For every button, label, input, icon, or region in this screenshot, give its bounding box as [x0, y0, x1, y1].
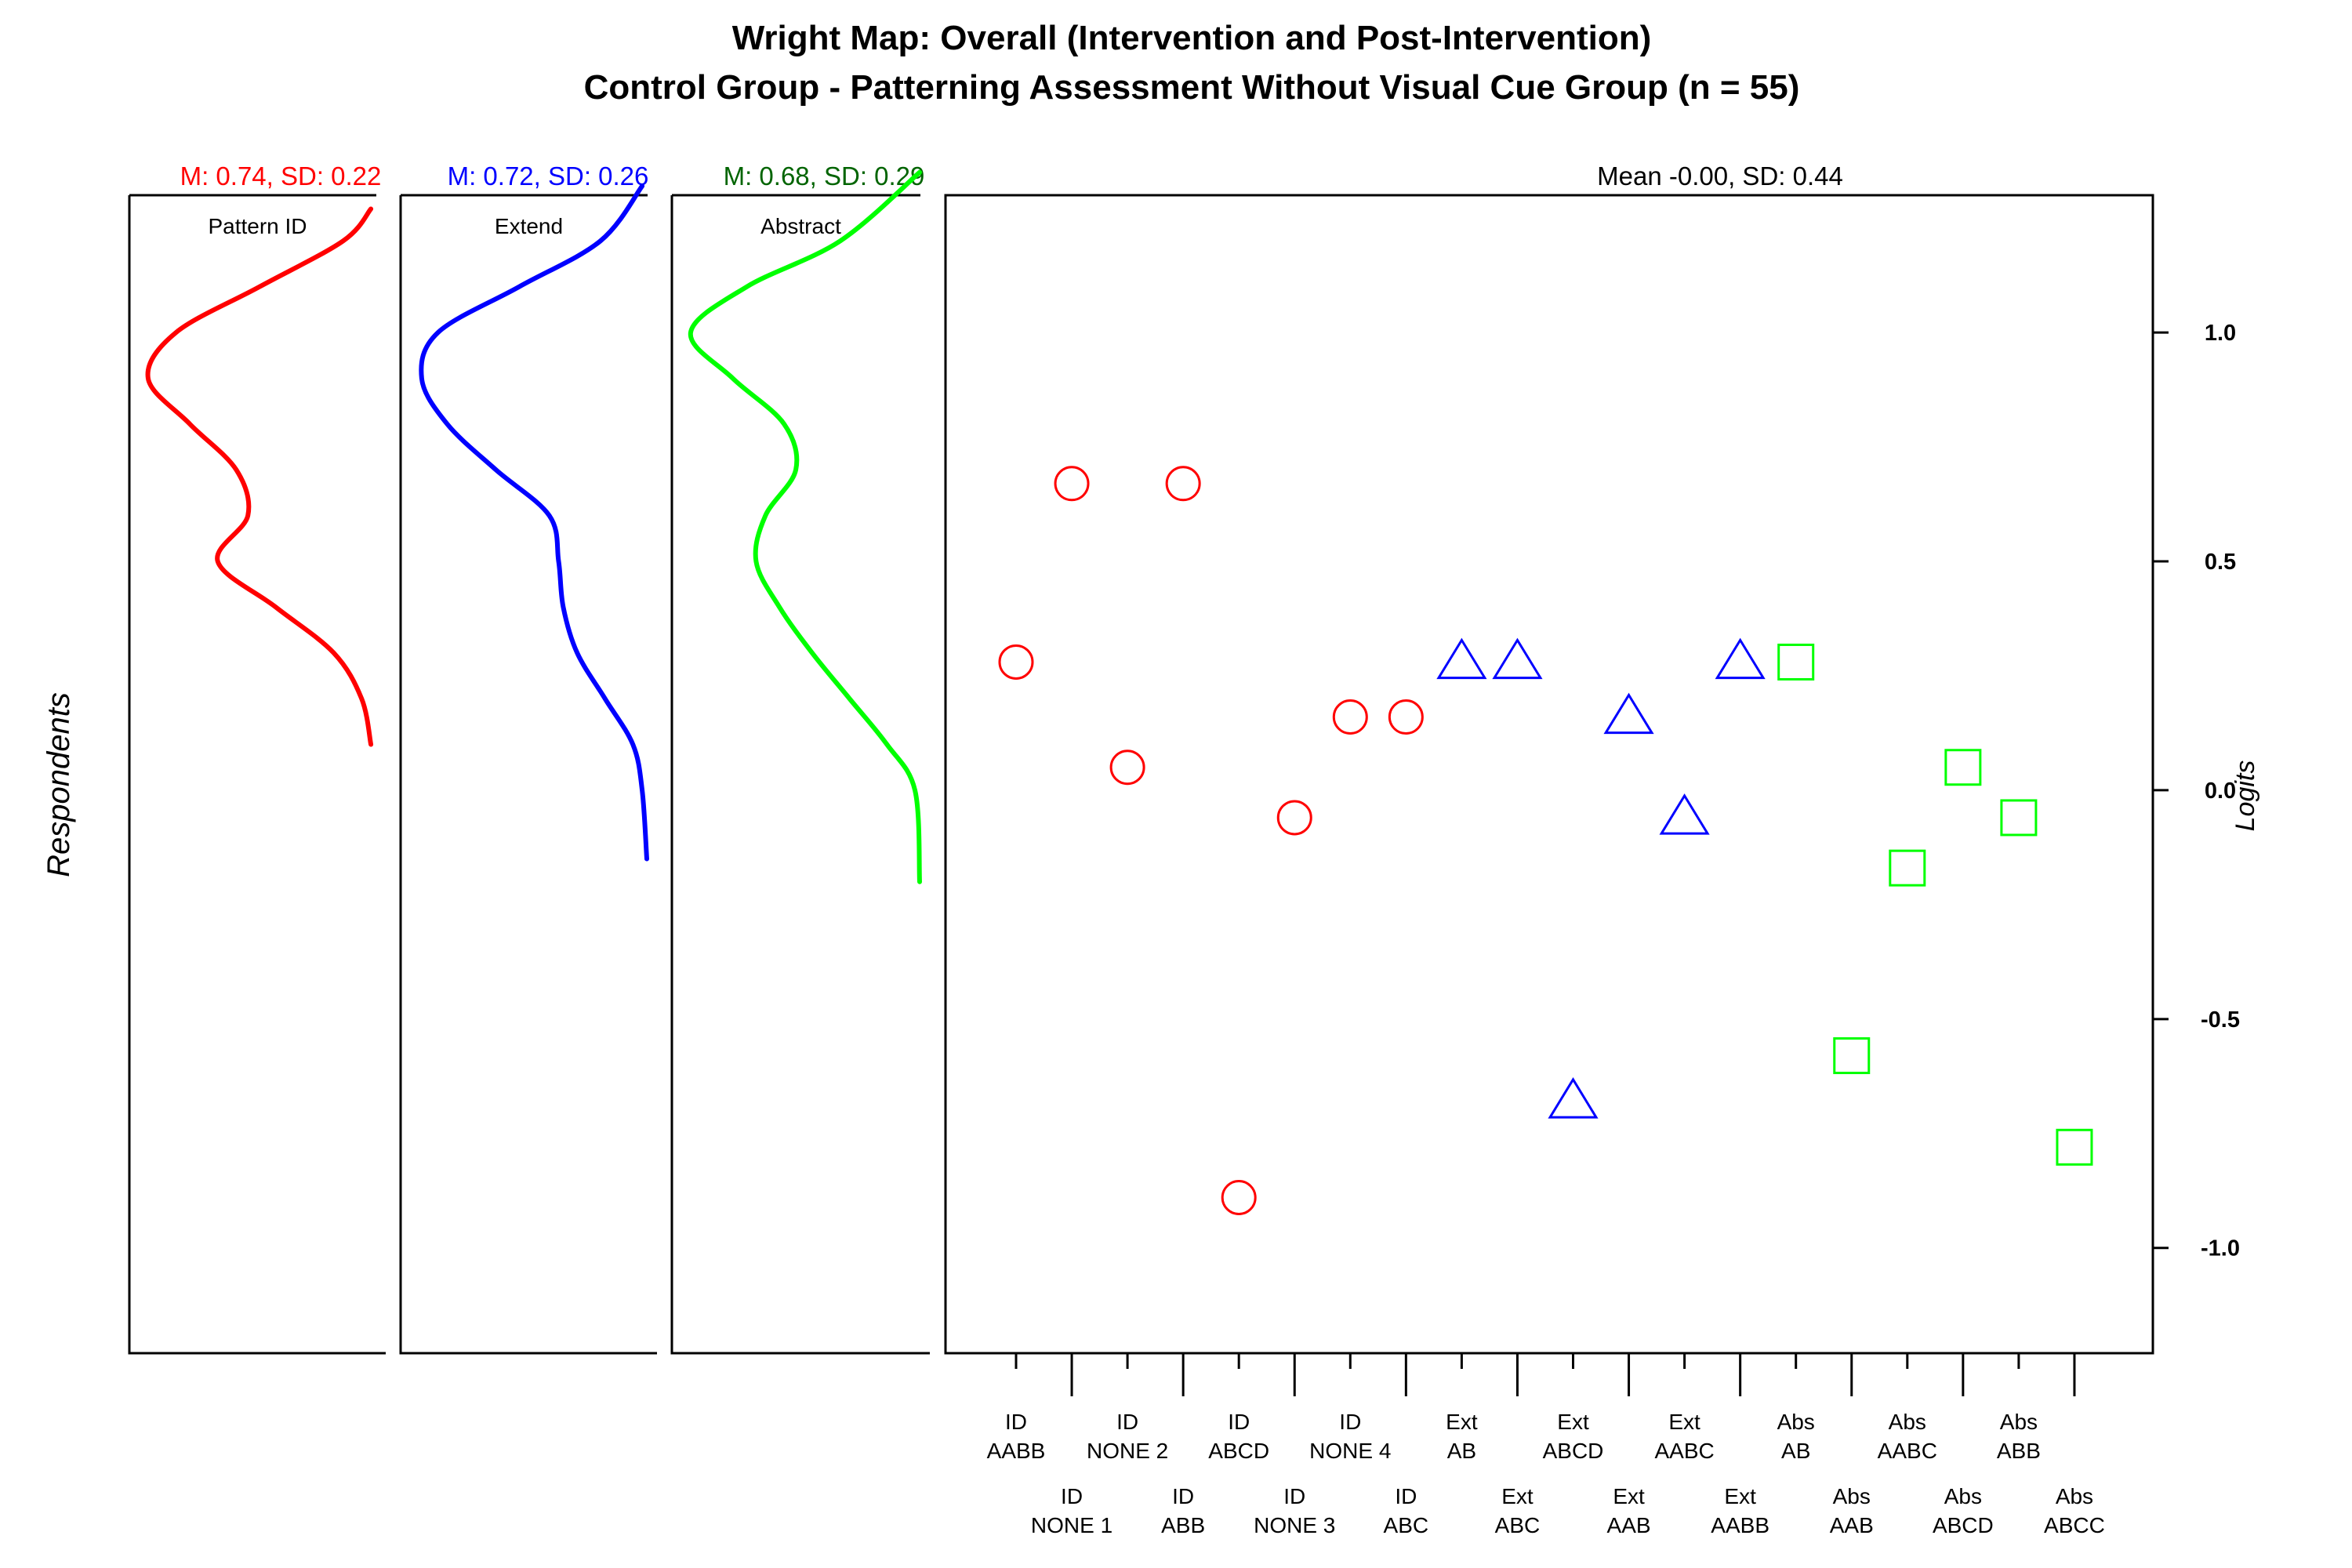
item-label-6-0: ID [1339, 1410, 1361, 1434]
item-label-3-0: ID [1172, 1484, 1194, 1508]
logits-axis: 1.0 0.5 0.0 -0.5 -1.0 [2153, 321, 2240, 1261]
item-label-5-0: ID [1283, 1484, 1305, 1508]
item-label-16-1: AABC [1878, 1439, 1937, 1463]
panel-frame-2 [670, 195, 930, 1355]
item-label-15-0: Abs [1833, 1484, 1871, 1508]
item-marker-ext-aabb [1715, 637, 1766, 680]
item-label-19-0: Abs [2056, 1484, 2093, 1508]
logits-axis-title: Logits [2230, 760, 2260, 832]
item-label-10-0: Ext [1557, 1410, 1589, 1434]
y-tick-label-4: -1.0 [2201, 1236, 2240, 1261]
item-label-8-0: Ext [1446, 1410, 1478, 1434]
item-marker-id-none1 [1054, 466, 1090, 502]
y-tick-label-0: 1.0 [2205, 321, 2236, 346]
panel-title-0: Pattern ID [208, 214, 307, 238]
item-label-9-1: ABC [1495, 1513, 1541, 1537]
panel-stat-1: M: 0.72, SD: 0.26 [448, 162, 649, 191]
item-label-17-1: ABCD [1933, 1513, 1994, 1537]
item-marker-abs-ab [1777, 643, 1815, 681]
item-label-12-0: Ext [1668, 1410, 1700, 1434]
chart-subtitle: Control Group - Patterning Assessment Wi… [584, 68, 1800, 107]
item-label-2-0: ID [1116, 1410, 1138, 1434]
item-label-5-1: NONE 3 [1254, 1513, 1335, 1537]
item-marker-abs-abcd [1944, 749, 1982, 786]
item-label-9-0: Ext [1501, 1484, 1534, 1508]
panel-title-1: Extend [495, 214, 563, 238]
item-label-12-1: AABC [1654, 1439, 1714, 1463]
item-marker-ext-abc [1492, 637, 1543, 680]
item-marker-abs-aabc [1889, 849, 1926, 887]
item-label-14-0: Abs [1777, 1410, 1815, 1434]
item-label-10-1: ABCD [1543, 1439, 1604, 1463]
density-curve-0 [145, 206, 374, 747]
item-marker-ext-abcd [1548, 1077, 1599, 1119]
item-marker-abs-aab [1833, 1037, 1871, 1075]
item-marker-id-abc [1388, 699, 1424, 735]
item-label-11-1: AAB [1607, 1513, 1651, 1537]
item-label-3-1: ABB [1161, 1513, 1205, 1537]
person-stat-label: Mean -0.00, SD: 0.44 [1597, 162, 1843, 191]
item-label-15-1: AAB [1830, 1513, 1874, 1537]
item-label-4-0: ID [1228, 1410, 1250, 1434]
item-label-0-1: AABB [987, 1439, 1046, 1463]
item-marker-ext-ab [1436, 637, 1487, 680]
item-marker-id-abb [1165, 466, 1201, 502]
panel-frame-1 [399, 195, 657, 1355]
item-marker-id-none4 [1332, 699, 1368, 735]
item-label-13-1: AABB [1711, 1513, 1769, 1537]
item-label-4-1: ABCD [1208, 1439, 1269, 1463]
item-label-11-0: Ext [1613, 1484, 1645, 1508]
y-tick-label-1: 0.5 [2205, 550, 2236, 575]
item-marker-ext-aab [1603, 692, 1654, 735]
item-label-17-0: Abs [1944, 1484, 1982, 1508]
item-marker-id-none3 [1276, 800, 1312, 836]
item-label-18-0: Abs [2000, 1410, 2038, 1434]
y-tick-label-2: 0.0 [2205, 779, 2236, 804]
chart-title: Wright Map: Overall (Intervention and Po… [732, 19, 1652, 57]
item-marker-id-none2 [1109, 750, 1145, 786]
panel-frame-0 [128, 195, 386, 1355]
density-curve-2 [688, 169, 922, 884]
item-markers [998, 466, 2093, 1216]
panel-stat-0: M: 0.74, SD: 0.22 [180, 162, 382, 191]
item-marker-id-aabb [998, 644, 1034, 680]
item-marker-id-abcd [1221, 1180, 1257, 1216]
item-marker-ext-aabc [1659, 793, 1710, 835]
item-label-2-1: NONE 2 [1087, 1439, 1168, 1463]
respondent-density-panels: Pattern ID M: 0.74, SD: 0.22 Extend M: 0.72… [128, 162, 930, 1355]
item-label-7-0: ID [1395, 1484, 1417, 1508]
panel-title-2: Abstract [760, 214, 841, 238]
item-label-0-0: ID [1005, 1410, 1027, 1434]
density-curve-1 [419, 183, 649, 862]
item-plot-frame [944, 194, 2154, 1355]
item-label-7-1: ABC [1384, 1513, 1429, 1537]
item-label-14-1: AB [1781, 1439, 1810, 1463]
y-tick-label-3: -0.5 [2201, 1007, 2240, 1033]
item-marker-abs-abcc [2056, 1128, 2093, 1166]
item-label-16-0: Abs [1889, 1410, 1926, 1434]
respondents-axis-title: Respondents [42, 692, 76, 877]
item-label-19-1: ABCC [2044, 1513, 2105, 1537]
item-label-6-1: NONE 4 [1309, 1439, 1391, 1463]
panel-stat-2: M: 0.68, SD: 0.29 [724, 162, 925, 191]
item-label-1-1: NONE 1 [1031, 1513, 1112, 1537]
item-marker-abs-abb [2000, 799, 2038, 837]
item-label-8-1: AB [1447, 1439, 1476, 1463]
item-label-1-0: ID [1061, 1484, 1083, 1508]
item-label-18-1: ABB [1997, 1439, 2041, 1463]
item-label-13-0: Ext [1724, 1484, 1756, 1508]
